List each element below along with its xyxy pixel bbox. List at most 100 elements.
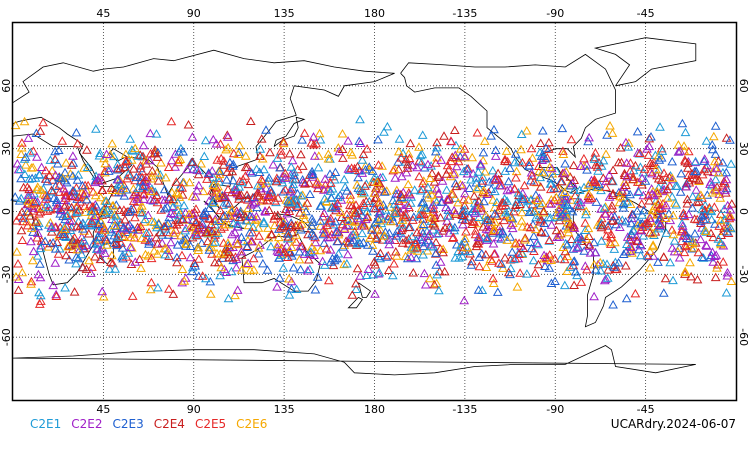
occultation-marker bbox=[196, 158, 206, 168]
occultation-marker bbox=[32, 232, 43, 242]
occultation-marker bbox=[122, 173, 132, 183]
occultation-marker bbox=[373, 134, 383, 144]
occultation-marker bbox=[137, 166, 147, 176]
occultation-marker bbox=[544, 263, 555, 272]
occultation-marker bbox=[269, 211, 280, 220]
occultation-marker bbox=[16, 149, 27, 158]
occultation-marker bbox=[102, 235, 112, 244]
occultation-marker bbox=[94, 172, 104, 182]
occultation-marker bbox=[307, 217, 318, 226]
occultation-marker bbox=[677, 221, 688, 230]
occultation-marker bbox=[615, 191, 626, 201]
occultation-marker bbox=[390, 208, 400, 217]
occultation-marker bbox=[315, 216, 326, 225]
occultation-marker bbox=[489, 124, 499, 134]
occultation-marker bbox=[80, 207, 91, 216]
occultation-marker bbox=[364, 233, 375, 242]
occultation-marker bbox=[214, 190, 225, 199]
occultation-marker bbox=[68, 151, 78, 160]
occultation-marker bbox=[529, 246, 539, 255]
occultation-marker bbox=[661, 172, 672, 181]
occultation-marker bbox=[285, 189, 295, 198]
occultation-marker bbox=[445, 171, 456, 181]
occultation-marker bbox=[665, 257, 676, 267]
occultation-marker bbox=[458, 219, 468, 229]
occultation-marker bbox=[266, 241, 276, 251]
occultation-marker bbox=[187, 157, 198, 166]
occultation-marker bbox=[644, 195, 655, 205]
occultation-marker bbox=[508, 254, 519, 264]
occultation-marker bbox=[185, 222, 195, 232]
occultation-marker bbox=[106, 183, 117, 192]
occultation-marker bbox=[337, 128, 348, 138]
occultation-marker bbox=[401, 167, 412, 177]
occultation-marker bbox=[722, 200, 733, 210]
occultation-marker bbox=[149, 148, 160, 158]
occultation-marker bbox=[297, 241, 308, 250]
occultation-points bbox=[10, 114, 737, 309]
occultation-marker bbox=[645, 213, 655, 222]
occultation-marker bbox=[193, 169, 204, 179]
lat-tick-label-right: 60 bbox=[737, 79, 750, 93]
occultation-marker bbox=[104, 163, 114, 172]
occultation-marker bbox=[414, 210, 424, 220]
occultation-marker bbox=[126, 145, 137, 154]
occultation-marker bbox=[279, 247, 290, 256]
occultation-marker bbox=[319, 260, 330, 269]
occultation-marker bbox=[287, 155, 298, 165]
occultation-marker bbox=[160, 203, 170, 213]
occultation-marker bbox=[208, 134, 219, 144]
occultation-marker bbox=[649, 190, 659, 200]
occultation-marker bbox=[184, 177, 195, 187]
occultation-marker bbox=[636, 199, 647, 208]
occultation-marker bbox=[399, 203, 410, 213]
occultation-marker bbox=[151, 232, 162, 242]
occultation-marker bbox=[136, 233, 147, 243]
occultation-marker bbox=[338, 153, 348, 162]
occultation-marker bbox=[418, 219, 429, 228]
occultation-marker bbox=[322, 220, 332, 230]
occultation-marker bbox=[493, 168, 503, 178]
occultation-marker bbox=[708, 131, 719, 141]
occultation-marker bbox=[521, 125, 532, 135]
occultation-marker bbox=[414, 142, 424, 151]
occultation-marker bbox=[83, 180, 93, 190]
occultation-marker bbox=[153, 176, 164, 185]
occultation-marker bbox=[677, 218, 687, 228]
occultation-marker bbox=[580, 225, 591, 234]
legend-item: C2E4 bbox=[153, 417, 185, 431]
occultation-marker bbox=[171, 219, 182, 229]
occultation-marker bbox=[261, 183, 272, 193]
occultation-marker bbox=[273, 247, 284, 256]
occultation-marker bbox=[581, 160, 592, 169]
occultation-marker bbox=[526, 143, 537, 153]
occultation-marker bbox=[415, 185, 426, 195]
occultation-marker bbox=[72, 206, 82, 216]
occultation-marker bbox=[470, 208, 480, 217]
occultation-marker bbox=[647, 228, 658, 238]
occultation-marker bbox=[593, 166, 603, 175]
occultation-marker bbox=[647, 168, 657, 178]
occultation-marker bbox=[206, 219, 217, 229]
occultation-marker bbox=[133, 151, 144, 160]
occultation-marker bbox=[152, 249, 163, 258]
occultation-marker bbox=[637, 210, 647, 219]
occultation-marker bbox=[726, 276, 737, 285]
occultation-marker bbox=[516, 216, 527, 225]
occultation-marker bbox=[73, 253, 84, 263]
occultation-marker bbox=[506, 220, 517, 229]
occultation-marker bbox=[459, 151, 470, 161]
occultation-marker bbox=[487, 256, 497, 265]
occultation-marker bbox=[230, 182, 241, 191]
occultation-marker bbox=[207, 198, 218, 207]
occultation-marker bbox=[428, 204, 439, 213]
occultation-marker bbox=[697, 204, 707, 214]
occultation-marker bbox=[303, 254, 314, 264]
occultation-marker bbox=[531, 238, 542, 247]
occultation-marker bbox=[193, 223, 203, 233]
occultation-marker bbox=[23, 133, 34, 142]
occultation-marker bbox=[475, 200, 486, 210]
occultation-marker bbox=[539, 218, 550, 227]
occultation-marker bbox=[457, 214, 468, 224]
product-stamp: UCARdry.2024-06-07 bbox=[610, 417, 736, 431]
